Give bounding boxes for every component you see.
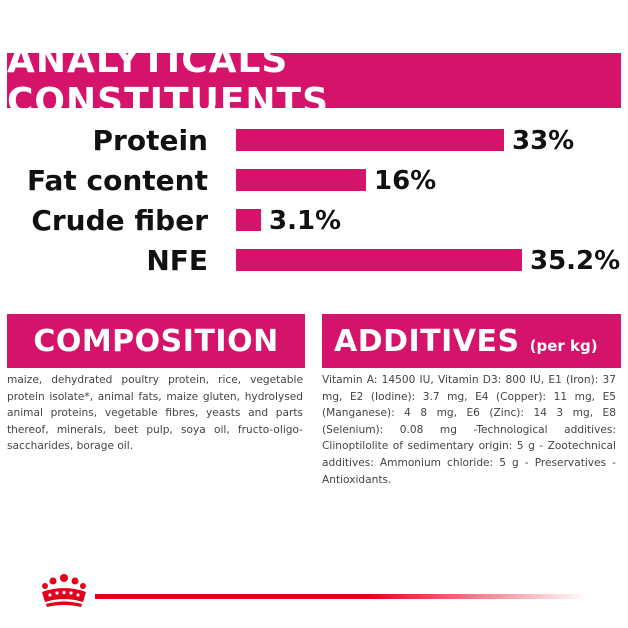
bar-row: NFE 35.2%	[0, 241, 628, 281]
composition-text: maize, dehydrated poultry protein, rice,…	[7, 374, 303, 453]
bar	[236, 169, 366, 191]
bar-value-label: 35.2%	[530, 246, 621, 276]
bar	[236, 249, 522, 271]
bar-row: Crude fiber 3.1%	[0, 201, 628, 241]
additives-text: Vitamin A: 14500 IU, Vitamin D3: 800 IU,…	[322, 374, 616, 486]
composition-title: COMPOSITION	[33, 323, 279, 359]
royal-canin-crown-logo	[42, 574, 86, 607]
bar-value-label: 33%	[512, 126, 575, 156]
banner-title: ANALYTICALS CONSTITUENTS	[7, 39, 330, 122]
bar-row: Fat content 16%	[0, 161, 628, 201]
bar-category-label: Fat content	[27, 164, 208, 197]
analyticals-banner: ANALYTICALS CONSTITUENTS	[7, 40, 621, 122]
bar-value-label: 16%	[374, 166, 437, 196]
additives-header: ADDITIVES (per kg)	[322, 314, 621, 368]
bar	[236, 129, 504, 151]
additives-subtitle: (per kg)	[529, 337, 598, 355]
bar-category-label: Crude fiber	[31, 204, 208, 237]
bar-row: Protein 33%	[0, 121, 628, 161]
additives-title: ADDITIVES	[334, 323, 520, 359]
bar	[236, 209, 261, 231]
footer-red-line	[95, 594, 588, 599]
bar-category-label: NFE	[146, 244, 208, 277]
bar-category-label: Protein	[92, 124, 208, 157]
bar-value-label: 3.1%	[269, 206, 342, 236]
composition-header: COMPOSITION	[7, 314, 305, 368]
